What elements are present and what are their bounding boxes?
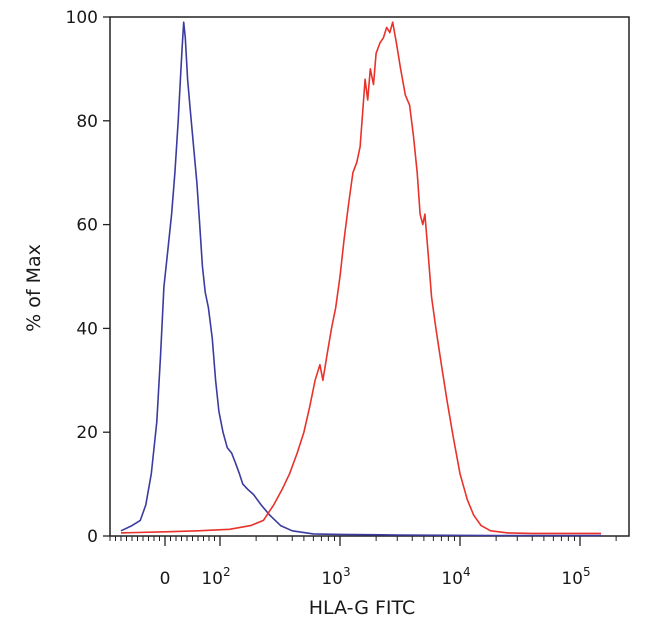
x-tick-label: 103	[321, 565, 350, 589]
x-tick-label: 102	[201, 565, 230, 589]
series-lines	[120, 21, 602, 537]
y-tick-label: 100	[66, 8, 98, 28]
x-tick-label: 105	[561, 565, 590, 589]
histogram-series-1	[120, 21, 602, 537]
y-tick-label: 80	[76, 112, 98, 132]
y-tick-label: 60	[76, 216, 98, 236]
x-tick-label: 0	[160, 569, 171, 589]
x-tick-label: 104	[441, 565, 470, 589]
y-axis-title: % of Max	[23, 244, 45, 332]
x-axis-title: HLA-G FITC	[309, 597, 416, 619]
y-tick-label: 40	[76, 319, 98, 339]
histogram-series-2	[120, 21, 602, 535]
y-tick-label: 20	[76, 423, 98, 443]
y-tick-label: 0	[87, 527, 98, 547]
axis-ticks: 0 20 40 60 80 100 0 102 103 104 105	[66, 8, 617, 589]
plot-frame	[109, 16, 630, 537]
